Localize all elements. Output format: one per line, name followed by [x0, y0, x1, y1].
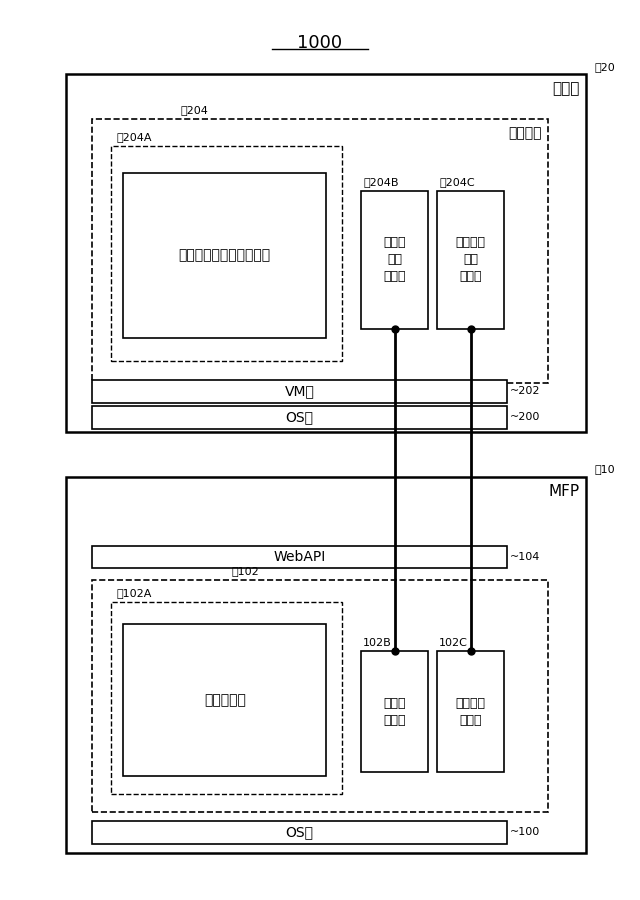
FancyBboxPatch shape: [361, 652, 428, 772]
Text: ~104: ~104: [510, 552, 541, 562]
Text: OS層: OS層: [285, 410, 314, 425]
Text: 1000: 1000: [298, 34, 342, 52]
FancyBboxPatch shape: [66, 477, 586, 852]
Text: 々20: 々20: [594, 61, 615, 72]
FancyBboxPatch shape: [92, 545, 507, 568]
FancyBboxPatch shape: [92, 821, 507, 843]
FancyBboxPatch shape: [361, 191, 428, 329]
Text: アプリ層: アプリ層: [509, 126, 542, 140]
Text: ~100: ~100: [510, 827, 541, 837]
Text: コピー
画面
アプリ: コピー 画面 アプリ: [383, 237, 406, 284]
Text: VM層: VM層: [284, 384, 314, 399]
FancyBboxPatch shape: [437, 191, 504, 329]
Text: 々204A: 々204A: [117, 132, 152, 142]
FancyBboxPatch shape: [124, 625, 326, 777]
Text: 102C: 102C: [439, 638, 468, 648]
FancyBboxPatch shape: [92, 119, 548, 382]
Text: 々102A: 々102A: [117, 589, 152, 598]
Text: プリンタ
アプリ: プリンタ アプリ: [456, 697, 486, 726]
Text: 々102: 々102: [231, 566, 259, 576]
FancyBboxPatch shape: [124, 173, 326, 338]
Text: 認証アプリ: 認証アプリ: [204, 693, 246, 707]
FancyBboxPatch shape: [92, 406, 507, 428]
Text: MFP: MFP: [549, 484, 580, 499]
FancyBboxPatch shape: [111, 146, 342, 361]
Text: ログイン画面制御アプリ: ログイン画面制御アプリ: [179, 248, 271, 263]
FancyBboxPatch shape: [111, 602, 342, 795]
Text: 々10: 々10: [594, 464, 614, 474]
Text: 々204: 々204: [180, 105, 208, 115]
Text: ~202: ~202: [510, 386, 541, 396]
Text: 102B: 102B: [363, 638, 392, 648]
Text: 々204C: 々204C: [439, 177, 475, 187]
Text: 々204B: 々204B: [363, 177, 399, 187]
FancyBboxPatch shape: [92, 380, 507, 402]
Text: 操作部: 操作部: [553, 82, 580, 96]
FancyBboxPatch shape: [92, 580, 548, 812]
Text: WebAPI: WebAPI: [273, 550, 326, 564]
Text: プリンタ
画面
アプリ: プリンタ 画面 アプリ: [456, 237, 486, 284]
Text: ~200: ~200: [510, 412, 541, 422]
FancyBboxPatch shape: [66, 75, 586, 432]
FancyBboxPatch shape: [437, 652, 504, 772]
Text: OS層: OS層: [285, 825, 314, 840]
Text: コピー
アプリ: コピー アプリ: [383, 697, 406, 726]
